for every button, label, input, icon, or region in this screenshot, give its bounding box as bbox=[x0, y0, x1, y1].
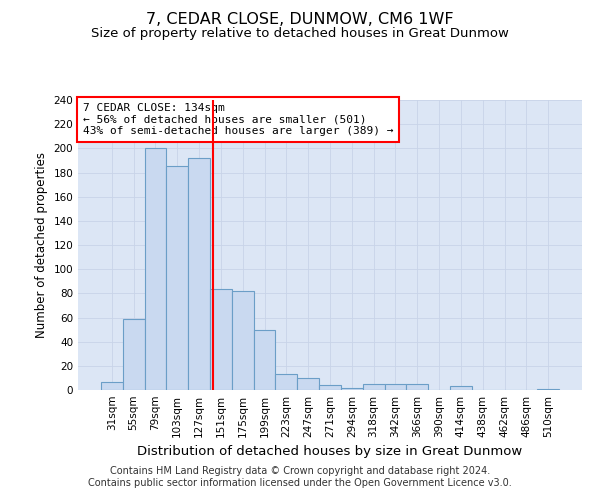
Text: 7, CEDAR CLOSE, DUNMOW, CM6 1WF: 7, CEDAR CLOSE, DUNMOW, CM6 1WF bbox=[146, 12, 454, 28]
Bar bbox=[254, 330, 275, 390]
Bar bbox=[297, 378, 319, 390]
Bar bbox=[188, 158, 210, 390]
Bar bbox=[450, 386, 472, 390]
Bar bbox=[341, 388, 363, 390]
Bar bbox=[123, 318, 145, 390]
Bar bbox=[385, 384, 406, 390]
X-axis label: Distribution of detached houses by size in Great Dunmow: Distribution of detached houses by size … bbox=[137, 446, 523, 458]
Bar bbox=[406, 384, 428, 390]
Bar bbox=[101, 382, 123, 390]
Text: 7 CEDAR CLOSE: 134sqm
← 56% of detached houses are smaller (501)
43% of semi-det: 7 CEDAR CLOSE: 134sqm ← 56% of detached … bbox=[83, 103, 394, 136]
Bar bbox=[275, 374, 297, 390]
Bar bbox=[166, 166, 188, 390]
Bar bbox=[145, 148, 166, 390]
Bar bbox=[537, 389, 559, 390]
Bar bbox=[363, 384, 385, 390]
Bar bbox=[232, 291, 254, 390]
Text: Contains HM Land Registry data © Crown copyright and database right 2024.
Contai: Contains HM Land Registry data © Crown c… bbox=[88, 466, 512, 487]
Text: Size of property relative to detached houses in Great Dunmow: Size of property relative to detached ho… bbox=[91, 28, 509, 40]
Bar bbox=[319, 385, 341, 390]
Y-axis label: Number of detached properties: Number of detached properties bbox=[35, 152, 48, 338]
Bar bbox=[210, 288, 232, 390]
